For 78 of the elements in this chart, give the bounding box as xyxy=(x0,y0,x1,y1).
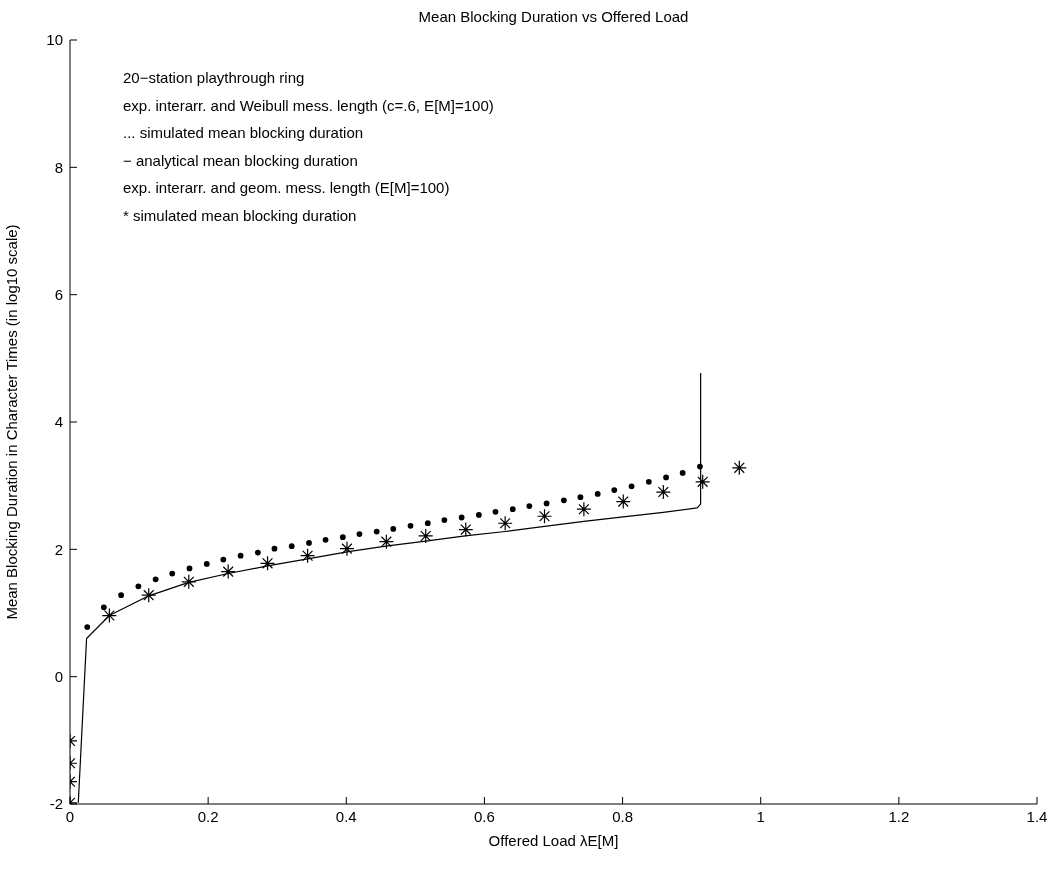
annotation: exp. interarr. and Weibull mess. length (c=.6, E[M]=100) xyxy=(123,95,494,116)
point xyxy=(458,514,465,521)
point xyxy=(611,487,618,493)
point xyxy=(697,463,703,470)
annotation: 20−station playthrough ring xyxy=(123,68,306,88)
y-axis-title: Mean Blocking Duration in Character Times (in log10 scale) xyxy=(3,224,21,620)
x-tick-label: 1 xyxy=(756,807,765,825)
point xyxy=(339,541,355,557)
point xyxy=(259,555,276,571)
y-tick-label: 8 xyxy=(54,158,63,176)
x-axis-title: Offered Load λE[M] xyxy=(488,832,619,849)
point xyxy=(560,497,567,504)
point xyxy=(577,494,584,500)
annotation: * simulated mean blocking duration xyxy=(123,205,358,226)
x-tick-label: 1.2 xyxy=(888,807,910,825)
point xyxy=(645,478,652,485)
point xyxy=(543,500,550,507)
point xyxy=(255,549,261,556)
point xyxy=(186,565,193,572)
point xyxy=(509,506,516,513)
x-tick-label: 1.4 xyxy=(1026,807,1048,825)
point xyxy=(271,545,278,552)
point xyxy=(339,534,346,541)
point xyxy=(84,624,91,630)
point xyxy=(118,592,124,599)
point xyxy=(378,534,394,550)
point xyxy=(536,508,553,524)
point xyxy=(695,474,711,490)
point xyxy=(407,522,414,529)
point xyxy=(169,570,176,577)
point xyxy=(390,526,397,532)
point xyxy=(373,528,380,535)
point xyxy=(424,520,431,527)
point xyxy=(679,470,686,476)
point xyxy=(220,564,236,580)
point xyxy=(237,552,244,559)
x-tick-label: 0.4 xyxy=(335,807,357,825)
point xyxy=(203,561,210,567)
point xyxy=(300,548,316,564)
point xyxy=(141,587,157,603)
point xyxy=(663,474,669,481)
point xyxy=(594,491,601,497)
point xyxy=(526,503,533,509)
point xyxy=(492,508,499,515)
y-tick-label: 0 xyxy=(54,667,63,685)
point xyxy=(576,501,592,517)
point xyxy=(441,517,448,523)
y-tick-label: -2 xyxy=(49,795,63,813)
annotation: − analytical mean blocking duration xyxy=(123,150,359,171)
point xyxy=(418,528,434,544)
point xyxy=(356,531,363,537)
point xyxy=(100,604,107,611)
x-tick-label: 0 xyxy=(65,807,75,825)
annotation: ... simulated mean blocking duration xyxy=(123,123,365,143)
point xyxy=(181,574,197,590)
y-tick-label: 10 xyxy=(46,31,63,49)
point xyxy=(288,543,295,550)
y-tick-label: 4 xyxy=(54,413,63,431)
point xyxy=(306,540,312,546)
point xyxy=(220,556,227,563)
y-tick-label: 6 xyxy=(54,285,63,303)
x-tick-label: 0.2 xyxy=(197,807,219,825)
point xyxy=(731,460,747,476)
point xyxy=(322,536,329,543)
point xyxy=(615,493,631,510)
point xyxy=(135,583,142,590)
point xyxy=(152,576,159,583)
point xyxy=(497,515,513,531)
point xyxy=(628,483,635,490)
chart-title: Mean Blocking Duration vs Offered Load xyxy=(417,8,690,25)
x-tick-label: 0.6 xyxy=(474,807,495,825)
y-tick-label: 2 xyxy=(54,540,63,558)
point xyxy=(101,607,117,624)
annotation: exp. interarr. and geom. mess. length (E[M]=100) xyxy=(123,178,451,198)
point xyxy=(655,484,671,500)
point xyxy=(458,522,474,538)
point xyxy=(476,512,482,518)
x-tick-label: 0.8 xyxy=(612,807,633,825)
